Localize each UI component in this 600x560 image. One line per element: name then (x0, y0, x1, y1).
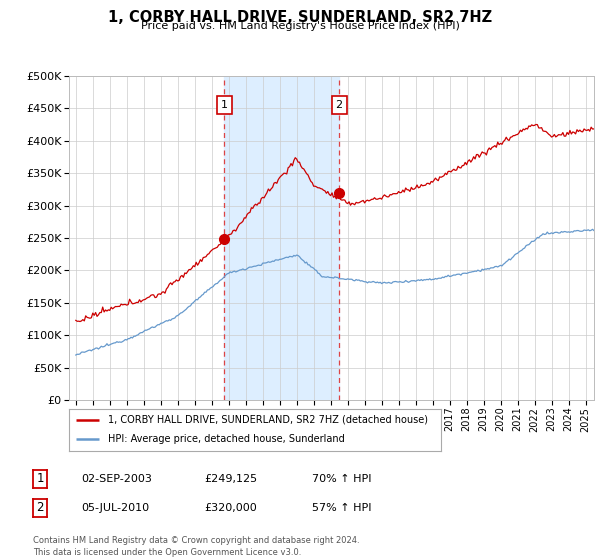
Text: 02-SEP-2003: 02-SEP-2003 (81, 474, 152, 484)
Text: 2: 2 (335, 100, 343, 110)
Text: 57% ↑ HPI: 57% ↑ HPI (312, 503, 371, 513)
Text: 05-JUL-2010: 05-JUL-2010 (81, 503, 149, 513)
Text: £320,000: £320,000 (204, 503, 257, 513)
Text: 1, CORBY HALL DRIVE, SUNDERLAND, SR2 7HZ (detached house): 1, CORBY HALL DRIVE, SUNDERLAND, SR2 7HZ… (108, 415, 428, 424)
Text: £249,125: £249,125 (204, 474, 257, 484)
Text: 2: 2 (37, 501, 44, 515)
Text: 70% ↑ HPI: 70% ↑ HPI (312, 474, 371, 484)
Text: Contains HM Land Registry data © Crown copyright and database right 2024.
This d: Contains HM Land Registry data © Crown c… (33, 536, 359, 557)
Text: Price paid vs. HM Land Registry's House Price Index (HPI): Price paid vs. HM Land Registry's House … (140, 21, 460, 31)
Text: HPI: Average price, detached house, Sunderland: HPI: Average price, detached house, Sund… (108, 434, 345, 444)
Text: 1: 1 (221, 100, 228, 110)
Bar (224, 76, 339, 400)
Text: 1: 1 (37, 472, 44, 486)
Text: 1, CORBY HALL DRIVE, SUNDERLAND, SR2 7HZ: 1, CORBY HALL DRIVE, SUNDERLAND, SR2 7HZ (108, 10, 492, 25)
